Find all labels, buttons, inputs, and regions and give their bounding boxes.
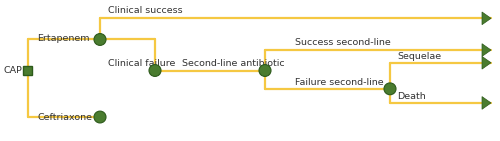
Text: Success second-line: Success second-line: [295, 38, 391, 47]
Text: CAP: CAP: [4, 66, 22, 75]
Ellipse shape: [259, 65, 271, 76]
Ellipse shape: [94, 111, 106, 123]
Ellipse shape: [149, 65, 161, 76]
Polygon shape: [482, 97, 491, 109]
Ellipse shape: [384, 83, 396, 95]
Text: Failure second-line: Failure second-line: [295, 78, 384, 87]
Text: Clinical failure: Clinical failure: [108, 59, 175, 68]
Text: Second-line antibiotic: Second-line antibiotic: [182, 59, 285, 68]
Polygon shape: [482, 44, 491, 56]
Text: Ceftriaxone: Ceftriaxone: [38, 113, 92, 122]
Polygon shape: [482, 12, 491, 25]
Text: Ertapenem: Ertapenem: [38, 34, 90, 43]
Polygon shape: [482, 56, 491, 69]
Text: Clinical success: Clinical success: [108, 6, 182, 15]
Text: Sequelae: Sequelae: [398, 52, 442, 61]
FancyBboxPatch shape: [23, 66, 32, 75]
Text: Death: Death: [398, 92, 426, 101]
Ellipse shape: [94, 34, 106, 45]
